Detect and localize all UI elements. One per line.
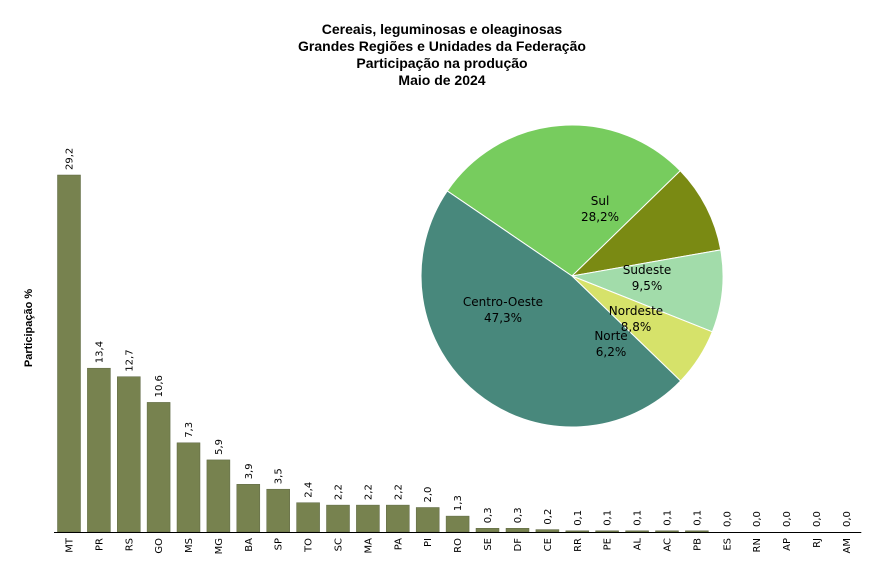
bar-value-label: 0,1 [692, 510, 703, 526]
bar-value-label: 0,2 [543, 509, 554, 525]
bar-value-label: 2,2 [363, 484, 374, 500]
bar-to [296, 502, 320, 533]
x-tick-label: PA [393, 538, 404, 550]
bar-chart: 29,2 MT 13,4 PR 12,7 RS 10,6 GO 7,3 MS 5,9 MG 3,9 BA 3… [57, 148, 853, 554]
bar-ma [356, 504, 380, 533]
bar-value-label: 2,0 [423, 487, 434, 503]
x-tick-label: AC [663, 538, 674, 552]
title-line-4: Maio de 2024 [398, 72, 485, 88]
pie-slice-sul [446, 124, 681, 277]
x-tick-label: PI [423, 538, 434, 547]
bar-value-label: 2,2 [334, 484, 345, 500]
bar-mt [57, 174, 81, 533]
x-tick-label: ES [722, 538, 733, 551]
pie-label-name: Sudeste [623, 263, 672, 277]
pie-chart: Sul 28,2% Sudeste 9,5% Nordeste 8,8%Norte 6,2%… [420, 124, 724, 428]
bar-value-label: 0,0 [842, 511, 853, 527]
pie-slice-nordeste [570, 249, 724, 333]
x-tick-label: PR [94, 538, 105, 551]
title-line-2: Grandes Regiões e Unidades da Federação [298, 38, 586, 54]
pie-label-value: 28,2% [581, 210, 619, 224]
pie-label-value: 6,2% [596, 345, 627, 359]
bar-pe [595, 530, 619, 533]
y-axis-label: Participação % [23, 289, 35, 367]
x-tick-label: AP [782, 538, 793, 551]
bar-value-label: 0,1 [633, 510, 644, 526]
bar-pi [415, 507, 440, 533]
x-tick-label: RJ [812, 538, 823, 548]
x-tick-label: MA [363, 538, 374, 554]
bar-pr [87, 367, 111, 533]
bar-value-label: 3,9 [244, 463, 255, 479]
bar-ms [176, 442, 201, 533]
x-tick-label: AM [842, 538, 853, 553]
x-tick-label: SP [274, 538, 285, 550]
pie-label-value: 8,8% [621, 320, 652, 334]
pie-slice-centro-oeste [420, 190, 682, 428]
bar-ba [236, 484, 261, 533]
bar-se [475, 528, 500, 533]
x-tick-label: RR [573, 538, 584, 552]
bar-value-label: 0,0 [722, 511, 733, 527]
bar-value-label: 1,3 [453, 495, 464, 511]
pie-label-name: Centro-Oeste [463, 295, 543, 309]
bar-go [146, 402, 171, 533]
bar-pa [386, 504, 410, 533]
bar-value-label: 2,4 [304, 482, 315, 498]
x-tick-label: MT [65, 537, 76, 553]
x-tick-label: AL [633, 538, 644, 551]
x-tick-label: BA [244, 538, 255, 552]
title-line-1: Cereais, leguminosas e oleaginosas [322, 21, 563, 37]
bar-df [505, 528, 530, 533]
bar-value-label: 10,6 [154, 375, 165, 397]
x-tick-label: RO [453, 538, 464, 553]
bar-value-label: 0,1 [663, 510, 674, 526]
x-tick-label: SC [334, 538, 345, 551]
x-tick-label: MG [214, 538, 225, 554]
x-tick-label: PE [603, 538, 614, 550]
x-tick-label: DF [513, 538, 524, 552]
x-tick-label: MS [184, 538, 195, 553]
bar-sc [326, 504, 350, 533]
pie-label-name: Nordeste [609, 304, 663, 318]
bar-sp [266, 488, 290, 533]
bar-value-label: 12,7 [124, 349, 135, 371]
bar-value-label: 0,0 [812, 511, 823, 527]
bar-pb [685, 530, 709, 533]
bar-value-label: 7,3 [184, 422, 195, 438]
bar-rs [117, 376, 141, 533]
bar-value-label: 0,0 [752, 511, 763, 527]
bar-value-label: 5,9 [214, 439, 225, 455]
bar-value-label: 0,3 [513, 507, 524, 523]
bar-value-label: 0,1 [603, 510, 614, 526]
x-tick-label: TO [304, 538, 315, 553]
pie-slice-sudeste [570, 170, 722, 277]
x-tick-label: RN [752, 538, 763, 552]
x-tick-label: RS [124, 538, 135, 551]
bar-value-label: 2,2 [393, 484, 404, 500]
bar-value-label: 0,0 [782, 511, 793, 527]
bar-ac [655, 530, 679, 533]
x-tick-label: SE [483, 538, 494, 551]
x-tick-label: CE [543, 538, 554, 551]
bar-value-label: 0,3 [483, 507, 494, 523]
pie-label-name: Sul [591, 194, 610, 208]
bar-rr [565, 530, 590, 533]
chart-title: Cereais, leguminosas e oleaginosas Grand… [298, 21, 586, 88]
x-tick-label: GO [154, 538, 165, 554]
bar-value-label: 13,4 [94, 341, 105, 363]
bar-al [625, 530, 649, 533]
bar-mg [206, 459, 231, 533]
pie-label-value: 9,5% [632, 279, 663, 293]
bar-value-label: 3,5 [274, 468, 285, 484]
pie-label-name: Norte [594, 329, 627, 343]
bar-value-label: 29,2 [65, 148, 76, 170]
x-tick-label: PB [692, 538, 703, 551]
bar-value-label: 0,1 [573, 510, 584, 526]
bar-ce [535, 529, 560, 533]
bar-ro [445, 515, 470, 533]
pie-label-value: 47,3% [484, 311, 522, 325]
title-line-3: Participação na produção [356, 55, 527, 71]
